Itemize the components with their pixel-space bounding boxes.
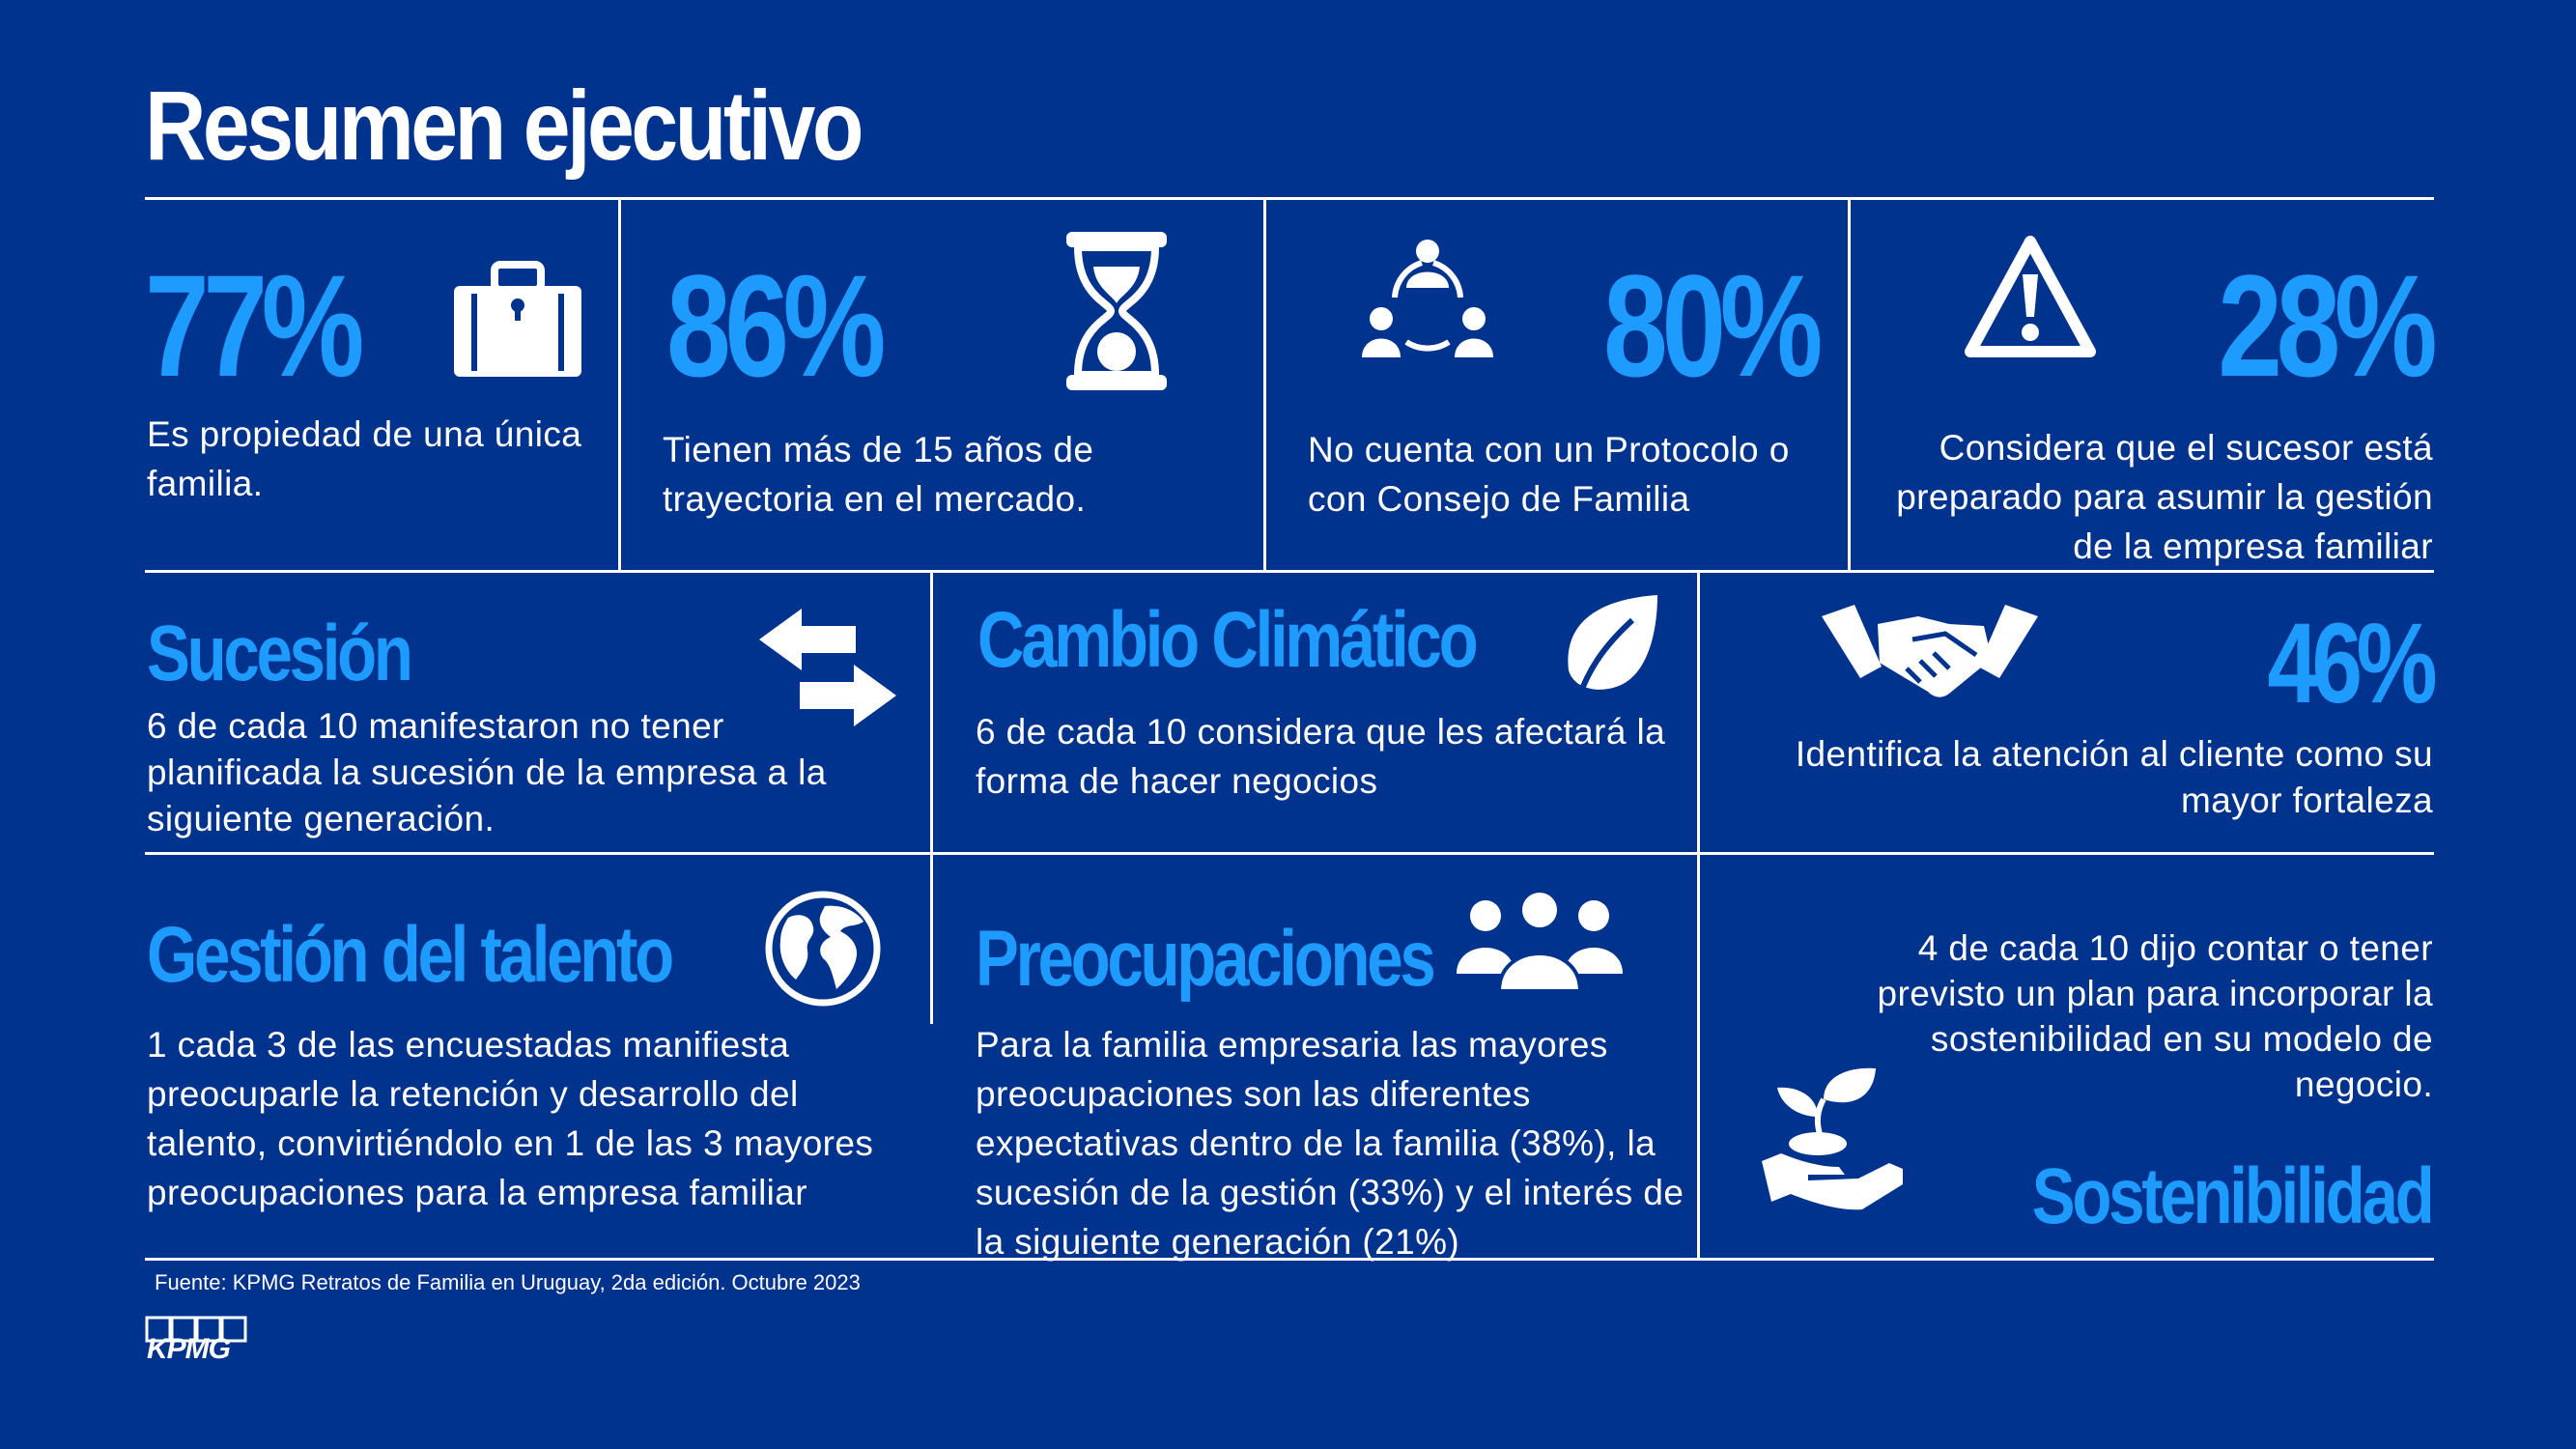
leaf-icon: [1568, 595, 1657, 700]
stat-46-text: Identifica la atención al cliente como s…: [1795, 734, 2433, 820]
cambio-climatico-text: 6 de cada 10 considera que les afectará …: [976, 712, 1666, 801]
page-title: Resumen ejecutivo: [145, 71, 863, 181]
kpmg-logo: KPMG: [145, 1316, 249, 1366]
group-people-icon: [1457, 889, 1623, 991]
stat-80-text: No cuenta con un Protocolo o con Consejo…: [1308, 430, 1790, 519]
sostenibilidad-text: 4 de cada 10 dijo contar o tener previst…: [1877, 928, 2433, 1104]
hourglass-icon: [1066, 232, 1167, 390]
heading-sostenibilidad: Sostenibilidad: [2031, 1152, 2434, 1240]
heading-cambio-climatico: Cambio Climático: [977, 596, 1479, 684]
stat-28: 28%: [2218, 244, 2437, 407]
gestion-talento-text: 1 cada 3 de las encuestadas manifiesta p…: [147, 1025, 874, 1212]
kpmg-logo-boxes-icon: [145, 1316, 247, 1343]
stat-77: 77%: [145, 244, 364, 407]
warning-icon: [1965, 236, 2096, 357]
heading-preocupaciones: Preocupaciones: [976, 915, 1436, 1003]
divider-v3: [1848, 197, 1851, 570]
divider-v2: [1263, 197, 1266, 570]
divider-v5: [1697, 570, 1700, 1258]
source-note: Fuente: KPMG Retratos de Familia en Urug…: [155, 1270, 861, 1294]
divider-v4: [930, 570, 933, 1024]
globe-icon: [765, 891, 881, 1007]
heading-sucesion: Sucesión: [147, 610, 413, 697]
divider-row2: [145, 852, 2434, 855]
divider-top: [145, 197, 2434, 200]
sucesion-text: 6 de cada 10 manifestaron no tener plani…: [147, 706, 827, 838]
divider-bottom: [145, 1258, 2434, 1261]
heading-gestion-talento: Gestión del talento: [147, 911, 674, 999]
preocupaciones-text: Para la familia empresaria las mayores p…: [976, 1025, 1684, 1262]
divider-row1: [145, 570, 2434, 573]
kpmg-logo-text: KPMG: [147, 1333, 231, 1365]
stat-86: 86%: [666, 244, 886, 407]
divider-v1: [618, 197, 621, 570]
network-people-icon: [1362, 240, 1493, 357]
stat-86-text: Tienen más de 15 años de trayectoria en …: [663, 430, 1094, 519]
stat-77-text: Es propiedad de una única familia.: [147, 414, 582, 503]
briefcase-icon: [454, 261, 581, 377]
stat-28-text: Considera que el sucesor está preparado …: [1896, 428, 2433, 566]
handshake-icon: [1822, 605, 2038, 697]
plant-in-hand-icon: [1762, 1067, 1903, 1210]
stat-46: 46%: [2267, 600, 2437, 727]
swap-arrows-icon: [759, 609, 896, 726]
stat-80: 80%: [1603, 244, 1823, 407]
